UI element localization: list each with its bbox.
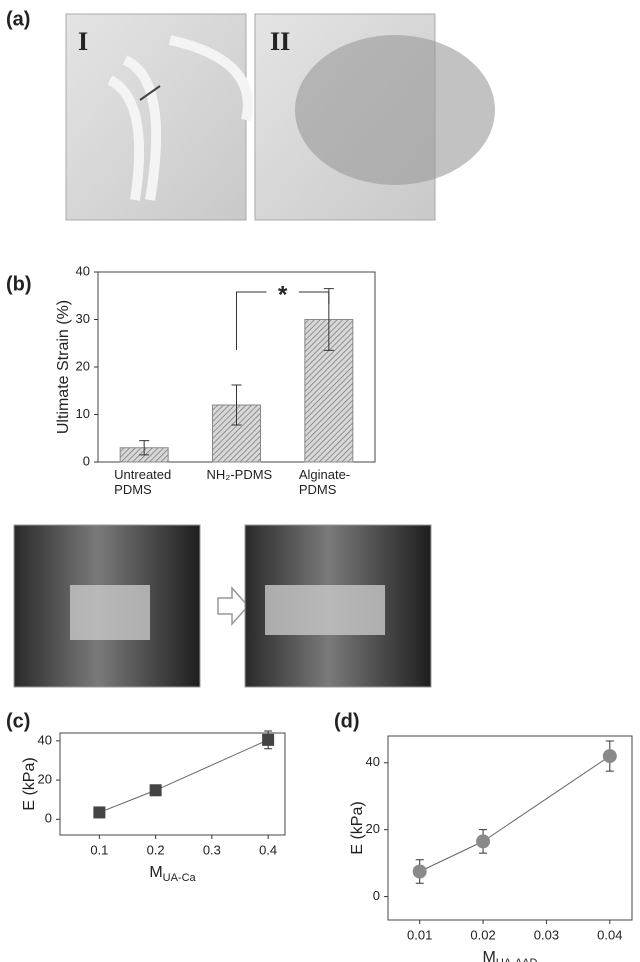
x-axis-label: MUA-AAD (483, 949, 538, 962)
y-tick-label: 20 (38, 772, 52, 787)
panel-label: (b) (6, 273, 32, 295)
panel-label: (c) (6, 710, 30, 732)
point (476, 834, 491, 849)
error-bar (231, 384, 242, 426)
x-axis-label-sub: UA-AAD (496, 957, 538, 962)
fit-line (99, 739, 269, 813)
x-tick-label: Untreated PDMS (114, 467, 172, 497)
x-tick-label: 0.1 (90, 842, 108, 857)
y-tick-label: 0 (83, 453, 90, 468)
point (149, 784, 162, 797)
panel-label: (a) (6, 8, 30, 30)
x-tick-label: 0.03 (534, 927, 559, 942)
y-tick-label: 40 (38, 732, 52, 747)
y-tick-label: 20 (366, 821, 380, 836)
y-tick-label: 40 (366, 754, 380, 769)
y-tick-label: 40 (76, 263, 90, 278)
photo-detail (70, 585, 150, 640)
y-axis-label: Ultimate Strain (%) (55, 300, 72, 434)
y-axis-label: E (kPa) (349, 801, 366, 854)
x-tick-label: 0.4 (259, 842, 277, 857)
y-tick-label: 10 (76, 406, 90, 421)
point (262, 733, 275, 746)
photo-label: I (78, 27, 88, 56)
significance-bracket (236, 291, 330, 350)
photo-label: II (270, 27, 290, 56)
x-axis-label-main: M (149, 864, 162, 881)
photo-detail (295, 35, 495, 185)
y-axis-label: E (kPa) (21, 757, 38, 810)
point (412, 864, 427, 879)
photo-detail (107, 35, 253, 201)
panel-label: (d) (334, 710, 360, 732)
photo-detail (265, 585, 385, 635)
arrow (217, 586, 250, 626)
fit-line (419, 755, 611, 872)
point (602, 749, 617, 764)
y-tick-label: 0 (373, 888, 380, 903)
x-tick-label: 0.2 (147, 842, 165, 857)
arrow (139, 85, 161, 101)
x-axis-label-sub: UA-Ca (163, 872, 197, 884)
y-tick-label: 0 (45, 811, 52, 826)
y-tick-label: 30 (76, 311, 90, 326)
point (93, 806, 106, 819)
x-tick-label: NH₂-PDMS (206, 467, 273, 482)
x-tick-label: Alginate-PDMS (298, 467, 351, 497)
plot-frame (59, 732, 286, 836)
plot-frame (387, 735, 633, 921)
x-tick-label: 0.04 (597, 927, 622, 942)
annotation: * (278, 281, 288, 308)
x-tick-label: 0.01 (407, 927, 432, 942)
x-tick-label: 0.3 (203, 842, 221, 857)
x-axis-label-main: M (483, 949, 496, 962)
x-tick-label: 0.02 (470, 927, 495, 942)
bar (212, 404, 261, 463)
error-bar (139, 440, 150, 456)
y-tick-label: 20 (76, 358, 90, 373)
x-axis-label: MUA-Ca (149, 864, 196, 884)
